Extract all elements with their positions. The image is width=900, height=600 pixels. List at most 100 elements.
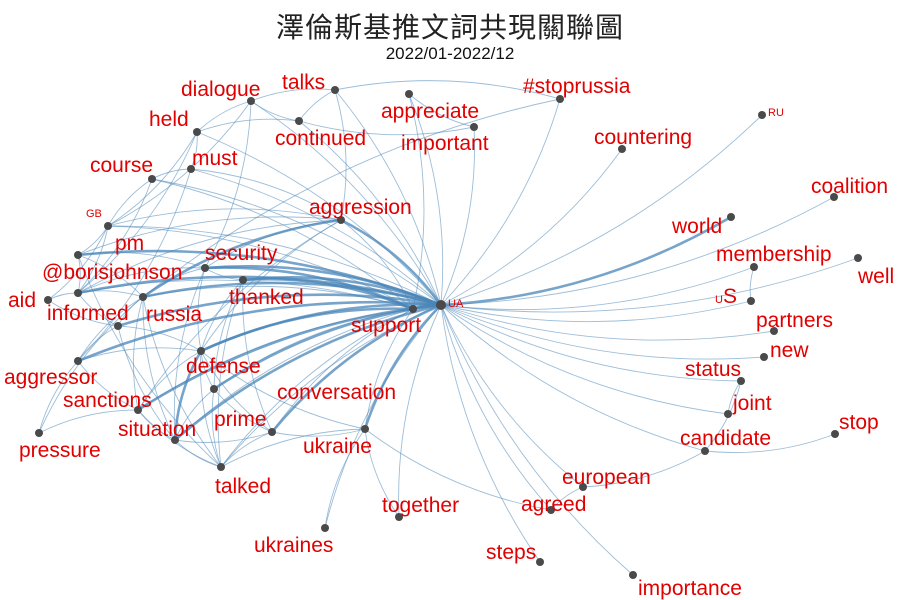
node-stop — [831, 430, 839, 438]
node-label-joint: joint — [732, 392, 772, 415]
edge-borisjohnson-gb — [77, 225, 109, 294]
node-together — [395, 513, 403, 521]
node-label-aggressor: aggressor — [4, 366, 97, 389]
edge-aggression-security — [204, 219, 342, 269]
node-label-pressure: pressure — [19, 439, 101, 462]
edge-support-ukraine — [364, 308, 414, 430]
node-label-ukraines: ukraines — [254, 534, 333, 557]
node-conversation — [210, 385, 218, 393]
node-label-must: must — [192, 147, 238, 170]
node-joint — [724, 410, 732, 418]
edge-ua-well — [440, 257, 859, 313]
edge-talks-continued — [298, 89, 336, 122]
edge-situation-prime — [174, 431, 273, 443]
edge-support-aggression — [340, 219, 414, 310]
node-label-support: support — [351, 314, 421, 337]
edge-gb-dialogue — [107, 100, 252, 227]
edge-candidate-stop — [704, 433, 836, 454]
edge-support-gb — [107, 225, 414, 310]
node-label-ua: UA — [448, 298, 464, 310]
node-european — [579, 483, 587, 491]
edge-ua-steps — [440, 304, 541, 563]
edge-ua-membership — [440, 266, 755, 310]
node-label-talks: talks — [282, 71, 325, 94]
node-label-aid: aid — [8, 289, 36, 312]
edge-borisjohnson-held — [77, 131, 198, 294]
edge-thanked-talked — [217, 279, 244, 468]
node-status — [737, 377, 745, 385]
edge-ua-ru — [440, 114, 763, 306]
edge-membership-us — [749, 266, 755, 302]
edge-ua-partners — [440, 304, 775, 341]
node-label-sanctions: sanctions — [63, 389, 152, 412]
edge-ua-together — [398, 304, 442, 518]
node-label-together: together — [382, 494, 459, 517]
edge-ua-prime — [270, 303, 443, 434]
node-label-important: important — [401, 132, 489, 155]
node-well — [854, 254, 862, 262]
node-label-importance: importance — [638, 577, 742, 600]
node-label-held: held — [149, 108, 189, 131]
edge-defense-talked — [200, 350, 222, 468]
node-label-stop: stop — [839, 411, 879, 434]
edge-continued-held — [196, 118, 300, 133]
edge-ua-new — [440, 304, 765, 360]
node-label-ru: RU — [768, 107, 784, 119]
node-importance — [629, 571, 637, 579]
edge-defense-sanctions — [137, 350, 202, 411]
edge-ua-countering — [440, 148, 623, 306]
edge-russia-borisjohnson — [77, 290, 144, 298]
edge-ua-candidate — [440, 304, 706, 452]
edge-sanctions-pressure — [38, 409, 139, 434]
edge-appreciate-important — [408, 93, 475, 128]
edge-support-course — [151, 178, 414, 310]
node-label-well: well — [857, 265, 894, 288]
node-label-new: new — [770, 339, 809, 362]
node-label-european: european — [562, 466, 651, 489]
node-label-steps: steps — [486, 541, 536, 564]
node-talks — [331, 86, 339, 94]
node-membership — [750, 263, 758, 271]
edge-russia-pm — [77, 254, 144, 298]
node-ukraines — [321, 524, 329, 532]
edge-security-defense — [197, 267, 206, 352]
node-must — [187, 165, 195, 173]
node-security — [201, 264, 209, 272]
edge-aggressor-sanctions — [77, 360, 139, 411]
edge-dialogue-held — [196, 100, 252, 133]
node-layer — [35, 86, 862, 579]
node-continued — [295, 117, 303, 125]
edge-course-gb — [107, 178, 153, 227]
edge-stoprussia-talks — [334, 80, 561, 100]
edge-ua-agreed — [440, 304, 552, 511]
node-label-agreed: agreed — [521, 493, 586, 516]
edge-continued-important — [298, 120, 475, 136]
edge-stoprussia-russia — [142, 98, 561, 298]
graph-title: 澤倫斯基推文詞共現關聯圖 — [275, 11, 624, 44]
edge-ukraine-ukraines — [324, 428, 366, 529]
edge-ua-informed — [116, 293, 443, 328]
node-label-ukraine: ukraine — [303, 435, 372, 458]
node-label-pm: pm — [115, 232, 144, 255]
node-talked — [217, 463, 225, 471]
node-new — [760, 353, 768, 361]
node-label-coalition: coalition — [811, 175, 888, 198]
node-agreed — [547, 506, 555, 514]
node-held — [193, 128, 201, 136]
node-coalition — [830, 193, 838, 201]
node-course — [148, 175, 156, 183]
node-label-thanked: thanked — [229, 286, 304, 309]
node-thanked — [239, 276, 247, 284]
edge-ua-talks — [334, 89, 442, 306]
node-support — [409, 305, 417, 313]
node-sanctions — [134, 406, 142, 414]
edge-russia-talked — [142, 296, 222, 468]
edge-thanked-prime — [242, 279, 273, 433]
edge-prime-ukraine — [271, 428, 366, 437]
edge-gb-held — [107, 131, 198, 227]
edge-ua-importance — [440, 304, 634, 576]
edge-informed-situation — [117, 325, 176, 441]
edge-support-situation — [174, 308, 414, 441]
edge-conversation-situation — [174, 388, 215, 441]
